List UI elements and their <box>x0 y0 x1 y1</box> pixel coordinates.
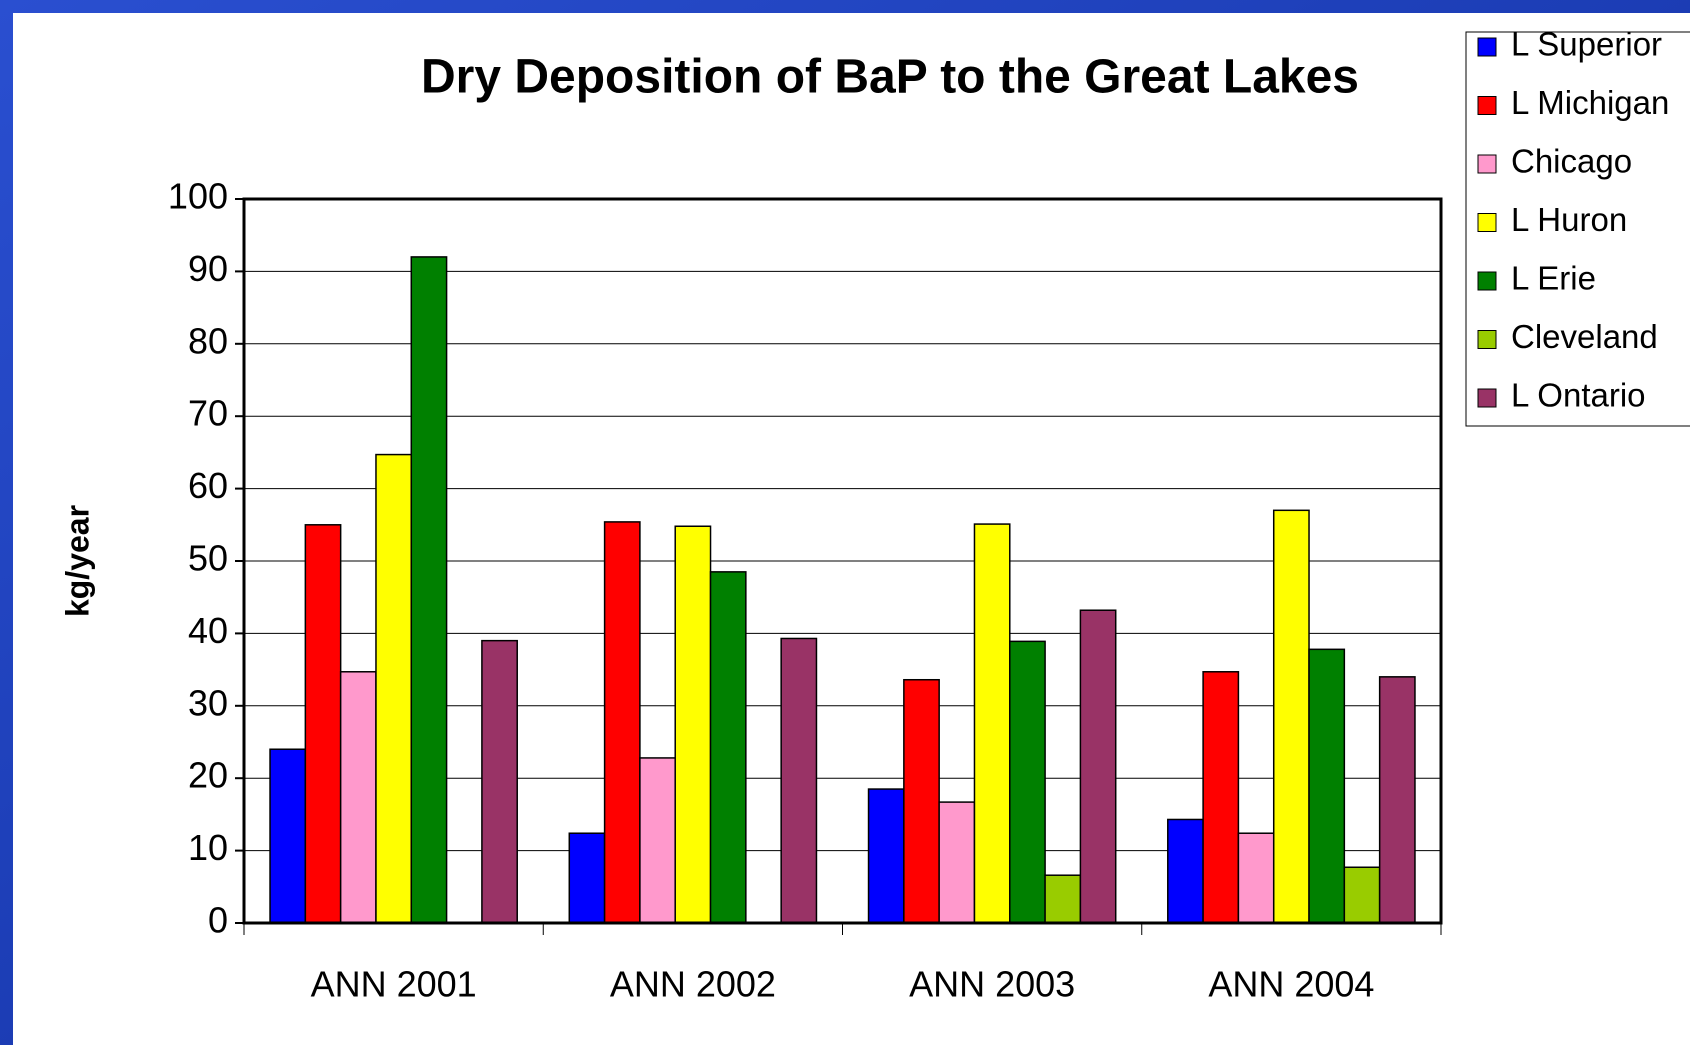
x-tick-label: ANN 2002 <box>610 964 776 1005</box>
bar <box>903 678 940 924</box>
bar <box>1378 676 1416 924</box>
y-tick-label: 0 <box>208 900 228 941</box>
x-tick-label: ANN 2004 <box>1208 964 1374 1005</box>
bar <box>410 256 448 924</box>
bar <box>639 757 676 924</box>
legend <box>1465 31 1690 427</box>
x-tick-label: ANN 2001 <box>311 964 477 1005</box>
bar <box>1044 874 1082 924</box>
bar <box>1343 866 1381 924</box>
bar <box>568 832 606 924</box>
y-tick-label: 80 <box>188 320 228 361</box>
plot: 0 10 20 30 40 50 60 70 80 90 100 ANN 2001 ANN 2002 AN… <box>168 176 1443 1005</box>
legend-label: Chicago <box>1511 143 1632 180</box>
bar <box>375 453 413 924</box>
legend-swatch <box>1477 388 1497 408</box>
bar <box>339 671 377 924</box>
x-tick-label: ANN 2003 <box>909 964 1075 1005</box>
legend-label: L Ontario <box>1511 377 1646 414</box>
bar <box>1308 648 1346 924</box>
legend-swatch <box>1477 330 1497 349</box>
chart-title: Dry Deposition of BaP to the Great Lakes <box>421 51 1359 104</box>
y-tick-label: 40 <box>188 610 228 651</box>
legend-label: L Erie <box>1511 260 1596 297</box>
bar <box>780 637 818 924</box>
bar <box>973 523 1011 924</box>
y-axis-label: kg/year <box>59 505 95 617</box>
bar <box>1237 832 1275 924</box>
y-tick-label: 10 <box>188 827 228 868</box>
bar <box>867 788 905 924</box>
y-tick-label: 100 <box>168 176 228 217</box>
y-tick-label: 90 <box>188 248 228 289</box>
plot-border <box>242 197 1443 925</box>
y-tick-label: 20 <box>188 755 228 796</box>
bar <box>1079 609 1117 924</box>
bar <box>603 521 641 924</box>
legend-label: L Michigan <box>1511 84 1669 121</box>
bar <box>1202 671 1240 924</box>
bar <box>481 639 518 924</box>
bar <box>269 748 307 924</box>
bar <box>1167 818 1204 924</box>
bar <box>1009 640 1046 924</box>
legend-swatch <box>1477 271 1497 291</box>
legend-label: Cleveland <box>1511 318 1658 355</box>
legend-swatch <box>1477 96 1497 115</box>
bar <box>304 524 342 924</box>
legend-swatch <box>1477 37 1497 57</box>
legend-label: L Huron <box>1511 201 1627 238</box>
bar <box>674 525 712 924</box>
legend-items: L Superior L Michigan Chicago L Huron L Erie… <box>1477 26 1669 414</box>
bar <box>938 801 976 924</box>
bar <box>1272 509 1310 924</box>
y-tick-label: 30 <box>188 682 228 723</box>
slide-area <box>13 13 1690 1045</box>
legend-swatch <box>1477 213 1497 232</box>
y-tick-label: 60 <box>188 465 228 506</box>
y-tick-label: 70 <box>188 393 228 434</box>
legend-swatch <box>1477 154 1497 174</box>
bar <box>709 571 747 924</box>
legend-label: L Superior <box>1511 26 1662 63</box>
y-tick-label: 50 <box>188 538 228 579</box>
